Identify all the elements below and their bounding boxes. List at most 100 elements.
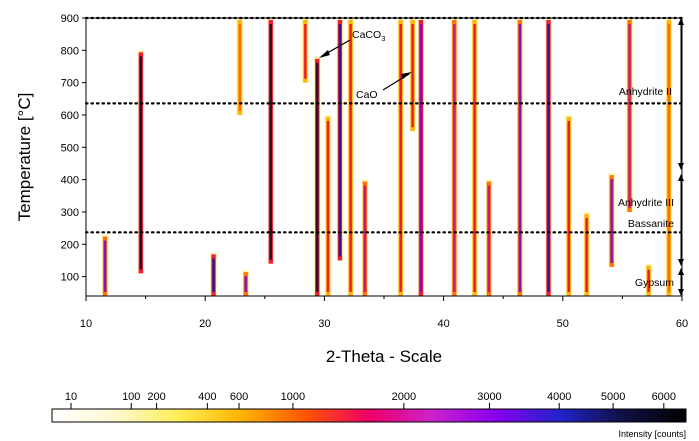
band-core	[103, 240, 107, 292]
x-tick-label: 20	[199, 318, 211, 330]
band-25	[665, 18, 673, 296]
phase-region-arrows	[678, 18, 684, 296]
band-18	[516, 18, 524, 296]
band-core	[473, 24, 476, 292]
y-tick-label: 900	[61, 13, 79, 25]
x-tick-label: 30	[318, 318, 330, 330]
band-17	[485, 179, 493, 296]
band-19	[545, 18, 552, 296]
band-core	[453, 24, 456, 292]
anhydrite-ii-arrow-bottom	[678, 163, 684, 170]
anhydrite-ii-arrow-top	[678, 18, 684, 25]
colorbar-tick-label: 2000	[392, 391, 416, 403]
x-tick-label: 40	[437, 318, 449, 330]
band-core	[338, 24, 342, 257]
band-7	[314, 56, 321, 296]
heatmap-bands	[101, 18, 673, 296]
band-core	[628, 24, 631, 208]
band-core	[487, 185, 491, 292]
y-tick-label: 600	[61, 110, 79, 122]
band-core	[647, 269, 650, 292]
y-tick-label: 800	[61, 45, 79, 57]
band-13	[409, 18, 416, 132]
x-tick-label: 10	[80, 318, 92, 330]
gypsum-arrow-top	[678, 268, 684, 275]
band-3	[242, 270, 249, 296]
band-0	[101, 234, 109, 296]
band-9	[336, 18, 344, 261]
y-tick-label: 300	[61, 207, 79, 219]
colorbar-tick-label: 400	[198, 391, 216, 403]
band-8	[324, 114, 332, 296]
band-11	[361, 179, 369, 296]
phase-label-bassanite: Bassanite	[628, 218, 674, 230]
band-15	[451, 18, 458, 296]
y-tick-label: 200	[61, 239, 79, 251]
band-core	[238, 24, 241, 111]
band-4	[236, 18, 243, 115]
colorbar-tick-label: 4000	[547, 391, 571, 403]
annotation-caco3-arrowhead	[319, 50, 330, 58]
x-tick-label: 50	[557, 318, 569, 330]
band-5	[267, 18, 274, 264]
anhydrite-iii-arrow-bottom	[678, 259, 684, 266]
plot-area	[86, 18, 682, 296]
band-core	[349, 24, 352, 292]
y-tick-label: 100	[61, 272, 79, 284]
band-core	[411, 24, 414, 128]
colorbar: 10 100 200 400 600 1000 2000 3000 4000 5000 6000 I…	[51, 391, 687, 439]
y-tick-label: 400	[61, 175, 79, 187]
band-6	[302, 18, 309, 83]
band-10	[347, 18, 354, 296]
band-1	[137, 50, 145, 274]
band-22	[608, 173, 615, 267]
colorbar-tick-label: 6000	[652, 391, 676, 403]
colorbar-title: Intensity [counts]	[618, 429, 686, 439]
phase-label-gypsum: Gypsum	[635, 277, 674, 289]
phase-boundaries	[84, 16, 684, 234]
band-core	[316, 62, 319, 293]
band-2	[210, 252, 217, 296]
phase-label-anhydrite-ii: Anhydrite II	[619, 86, 672, 98]
band-core	[269, 24, 272, 260]
band-core	[244, 276, 247, 292]
band-core	[585, 217, 588, 292]
band-21	[583, 211, 590, 296]
y-tick-label: 700	[61, 78, 79, 90]
phase-label-anhydrite-iii: Anhydrite III	[618, 197, 674, 209]
band-core	[567, 120, 570, 292]
band-24	[645, 263, 652, 296]
x-axis-title: 2-Theta - Scale	[326, 347, 442, 366]
y-axis-ticks: 100 200 300 400 500 600 700 800 900	[61, 13, 86, 284]
colorbar-tick-label: 600	[230, 391, 248, 403]
band-core	[547, 24, 550, 292]
band-23	[626, 18, 633, 212]
x-tick-label: 60	[676, 318, 688, 330]
band-core	[518, 24, 522, 292]
annotation-cao-arrowhead	[401, 72, 412, 79]
colorbar-tick-label: 1000	[281, 391, 305, 403]
colorbar-tick-label: 5000	[601, 391, 625, 403]
band-14	[417, 18, 425, 296]
annotation-cao: CaO	[356, 72, 412, 101]
gypsum-arrow-bottom	[678, 289, 684, 296]
band-core	[139, 56, 143, 270]
band-core	[304, 24, 307, 79]
x-axis-ticks: 10 20 30 40 50 60	[80, 296, 688, 330]
band-core	[212, 258, 215, 292]
colorbar-tick-label: 100	[122, 391, 140, 403]
band-core	[363, 185, 367, 292]
band-core	[326, 120, 330, 292]
colorbar-ticks: 10 100 200 400 600 1000 2000 3000 4000 5000 6000	[65, 391, 676, 409]
band-20	[565, 114, 572, 296]
colorbar-tick-label: 3000	[477, 391, 501, 403]
band-core	[610, 179, 613, 263]
annotation-caco3-label: CaCO3	[352, 29, 385, 43]
band-16	[471, 18, 478, 296]
band-core	[667, 24, 671, 292]
y-axis-title: Temperature [°C]	[15, 93, 34, 222]
annotation-cao-label: CaO	[356, 89, 378, 101]
annotation-caco3: CaCO3	[319, 29, 385, 58]
colorbar-tick-label: 200	[147, 391, 165, 403]
